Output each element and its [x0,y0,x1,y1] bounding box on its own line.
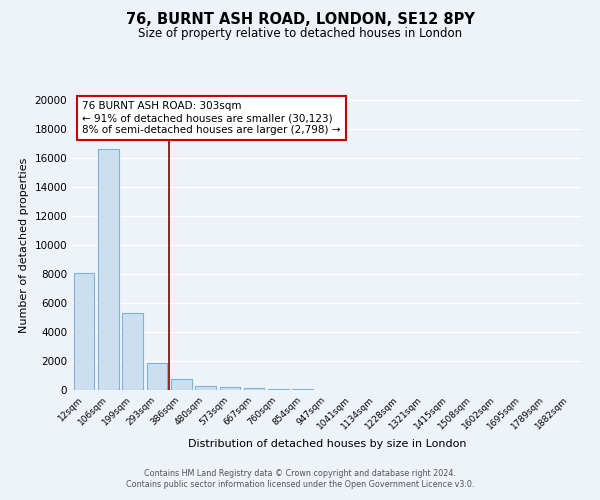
Bar [268,388,289,390]
Bar [146,363,167,390]
Bar [220,388,240,390]
Bar [74,272,94,390]
Text: 76 BURNT ASH ROAD: 303sqm
← 91% of detached houses are smaller (30,123)
8% of se: 76 BURNT ASH ROAD: 303sqm ← 91% of detac… [82,102,341,134]
Bar [98,150,119,390]
Bar [122,313,143,390]
Text: Contains public sector information licensed under the Open Government Licence v3: Contains public sector information licen… [126,480,474,489]
Bar [244,388,265,390]
Bar [292,389,313,390]
X-axis label: Distribution of detached houses by size in London: Distribution of detached houses by size … [188,440,466,450]
Text: Size of property relative to detached houses in London: Size of property relative to detached ho… [138,28,462,40]
Bar [195,386,216,390]
Text: Contains HM Land Registry data © Crown copyright and database right 2024.: Contains HM Land Registry data © Crown c… [144,468,456,477]
Bar [171,379,191,390]
Y-axis label: Number of detached properties: Number of detached properties [19,158,29,332]
Text: 76, BURNT ASH ROAD, LONDON, SE12 8PY: 76, BURNT ASH ROAD, LONDON, SE12 8PY [125,12,475,28]
